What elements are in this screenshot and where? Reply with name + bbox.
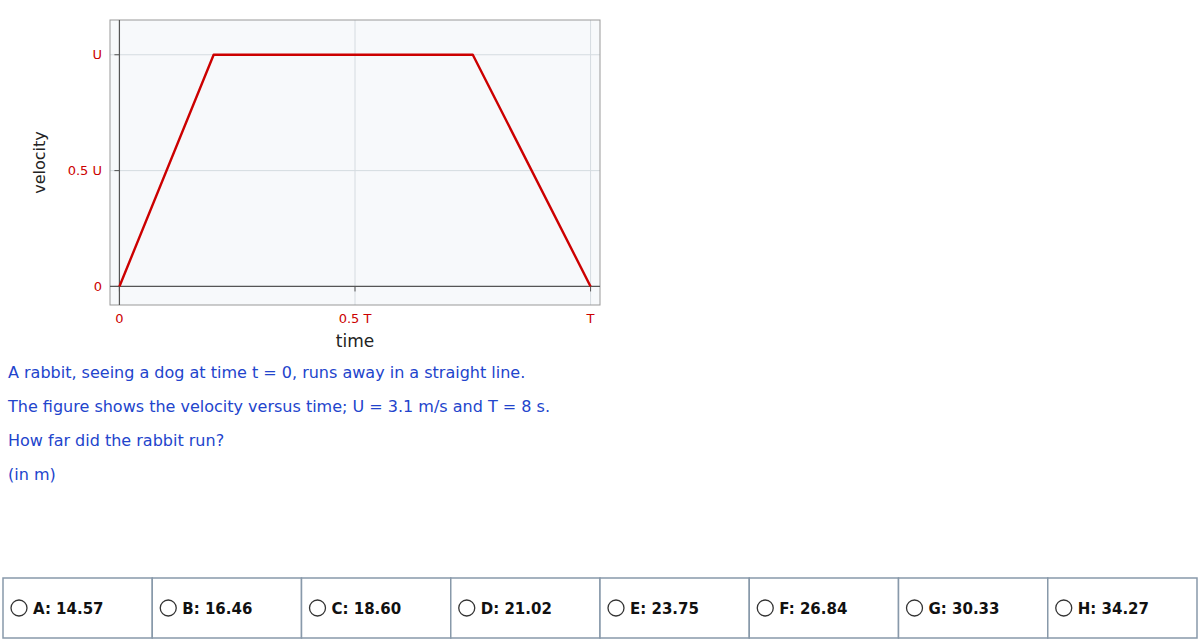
annotation: The figure shows the velocity versus tim…	[7, 397, 550, 416]
grid	[110, 20, 600, 305]
answer-box	[749, 578, 898, 638]
answer-box	[899, 578, 1048, 638]
answer-label: D: 21.02	[481, 600, 552, 618]
answer-box	[302, 578, 451, 638]
y-tick-label: 0.5 U	[68, 163, 102, 178]
answer-option: E: 23.75	[600, 578, 749, 638]
x-tick	[590, 286, 591, 291]
answer-label: E: 23.75	[630, 600, 699, 618]
axes: 0 0.5 T T 0 0.5 U U	[68, 20, 600, 326]
answer-option: B: 16.46	[152, 578, 301, 638]
answer-option: D: 21.02	[451, 578, 600, 638]
y-tick	[114, 54, 119, 55]
y-tick-label: 0	[94, 279, 102, 294]
answer-label: G: 30.33	[929, 600, 1000, 618]
plot-frame	[110, 20, 600, 305]
answer-box	[451, 578, 600, 638]
annotation: How far did the rabbit run?	[8, 431, 224, 450]
answer-label: C: 18.60	[332, 600, 402, 618]
answer-box	[3, 578, 152, 638]
grid-line	[119, 20, 120, 305]
radio-button	[608, 600, 624, 616]
grid-line	[110, 170, 600, 171]
annotation: A rabbit, seeing a dog at time t = 0, ru…	[8, 363, 525, 382]
annotation: (in m)	[8, 465, 56, 484]
radio-button	[1056, 600, 1072, 616]
answer-option: H: 34.27	[1048, 578, 1197, 638]
radio-button	[907, 600, 923, 616]
answer-box	[1048, 578, 1197, 638]
grid-line	[110, 286, 600, 287]
answer-box	[600, 578, 749, 638]
data-marks	[119, 55, 590, 287]
chart: 0 0.5 T T 0 0.5 U Utime velocity A rabbit, seei…	[0, 0, 1200, 644]
x-axis-label: time	[336, 331, 374, 351]
answer-option: C: 18.60	[302, 578, 451, 638]
answer-label: B: 16.46	[182, 600, 252, 618]
answer-box	[152, 578, 301, 638]
x-axis-line	[110, 286, 600, 287]
grid-line	[355, 20, 356, 305]
grid-line	[590, 20, 591, 305]
x-tick-label: T	[586, 311, 595, 326]
radio-button	[757, 600, 773, 616]
answer-label: H: 34.27	[1078, 600, 1149, 618]
x-tick	[355, 286, 356, 291]
radio-button	[310, 600, 326, 616]
y-axis-label: velocity	[30, 131, 49, 194]
plot-background	[110, 20, 600, 305]
x-tick-label: 0	[115, 311, 123, 326]
radio-button	[160, 600, 176, 616]
y-tick	[114, 170, 119, 171]
radio-button	[459, 600, 475, 616]
answer-label: F: 26.84	[779, 600, 847, 618]
answer-option: A: 14.57	[3, 578, 152, 638]
y-tick-label: U	[92, 47, 102, 62]
radio-button	[11, 600, 27, 616]
answer-label: A: 14.57	[33, 600, 104, 618]
y-axis-line	[119, 20, 120, 305]
line	[119, 55, 590, 287]
answer-option: G: 30.33	[899, 578, 1048, 638]
answer-option: F: 26.84	[749, 578, 898, 638]
x-tick-label: 0.5 T	[339, 311, 372, 326]
